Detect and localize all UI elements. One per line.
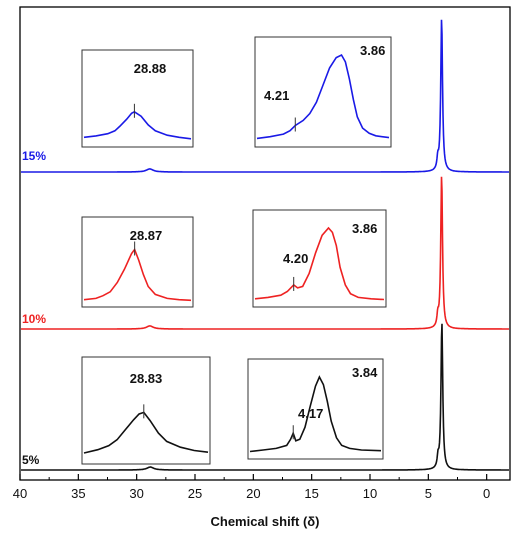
inset-trace <box>254 226 385 301</box>
peak-label: 3.86 <box>360 43 385 58</box>
spectrum-line <box>21 19 509 173</box>
inset-frame <box>81 356 211 465</box>
x-tick-label: 15 <box>304 486 318 501</box>
inset-minor-peak <box>81 356 211 465</box>
inset-frame <box>252 209 387 308</box>
peak-label: 28.83 <box>130 371 163 386</box>
series-label: 10% <box>22 312 46 326</box>
x-axis-title: Chemical shift (δ) <box>210 514 319 529</box>
x-tick-label: 5 <box>425 486 432 501</box>
peak-label: 28.88 <box>134 61 167 76</box>
inset-trace <box>83 411 209 454</box>
series-layer: 15% 28.88 4.21 3.86 10% 28.87 4.20 3.86 5% 28.83 4… <box>21 19 509 471</box>
x-axis: 40 35 30 25 20 15 10 5 0 <box>13 474 490 501</box>
inset-trace <box>83 110 192 140</box>
x-tick-label: 40 <box>13 486 27 501</box>
peak-label: 3.86 <box>352 221 377 236</box>
peak-label: 28.87 <box>130 228 163 243</box>
series-label: 5% <box>22 453 40 467</box>
inset-frame <box>81 49 194 148</box>
inset-frame <box>81 216 194 308</box>
series-3: 5% 28.83 4.17 3.84 <box>21 323 509 471</box>
inset-trace <box>249 375 382 453</box>
inset-frame <box>247 358 384 460</box>
inset-main-peak <box>247 358 384 460</box>
spectrum-line <box>21 176 509 330</box>
inset-minor-peak <box>81 216 194 308</box>
peak-label: 4.20 <box>283 251 308 266</box>
x-tick-label: 25 <box>188 486 202 501</box>
inset-main-peak <box>252 209 387 308</box>
series-1: 15% 28.88 4.21 3.86 <box>21 19 509 173</box>
peak-label: 4.17 <box>298 406 323 421</box>
x-tick-label: 30 <box>129 486 143 501</box>
inset-minor-peak <box>81 49 194 148</box>
plot-frame <box>19 6 511 481</box>
inset-trace <box>256 53 390 140</box>
x-tick-label: 0 <box>483 486 490 501</box>
spectrum-line <box>21 323 509 471</box>
series-2: 10% 28.87 4.20 3.86 <box>21 176 509 330</box>
x-tick-label: 35 <box>71 486 85 501</box>
peak-label: 3.84 <box>352 365 378 380</box>
series-label: 15% <box>22 149 46 163</box>
x-tick-label: 10 <box>363 486 377 501</box>
inset-frame <box>254 36 392 148</box>
inset-main-peak <box>254 36 392 148</box>
peak-label: 4.21 <box>264 88 289 103</box>
x-tick-label: 20 <box>246 486 260 501</box>
